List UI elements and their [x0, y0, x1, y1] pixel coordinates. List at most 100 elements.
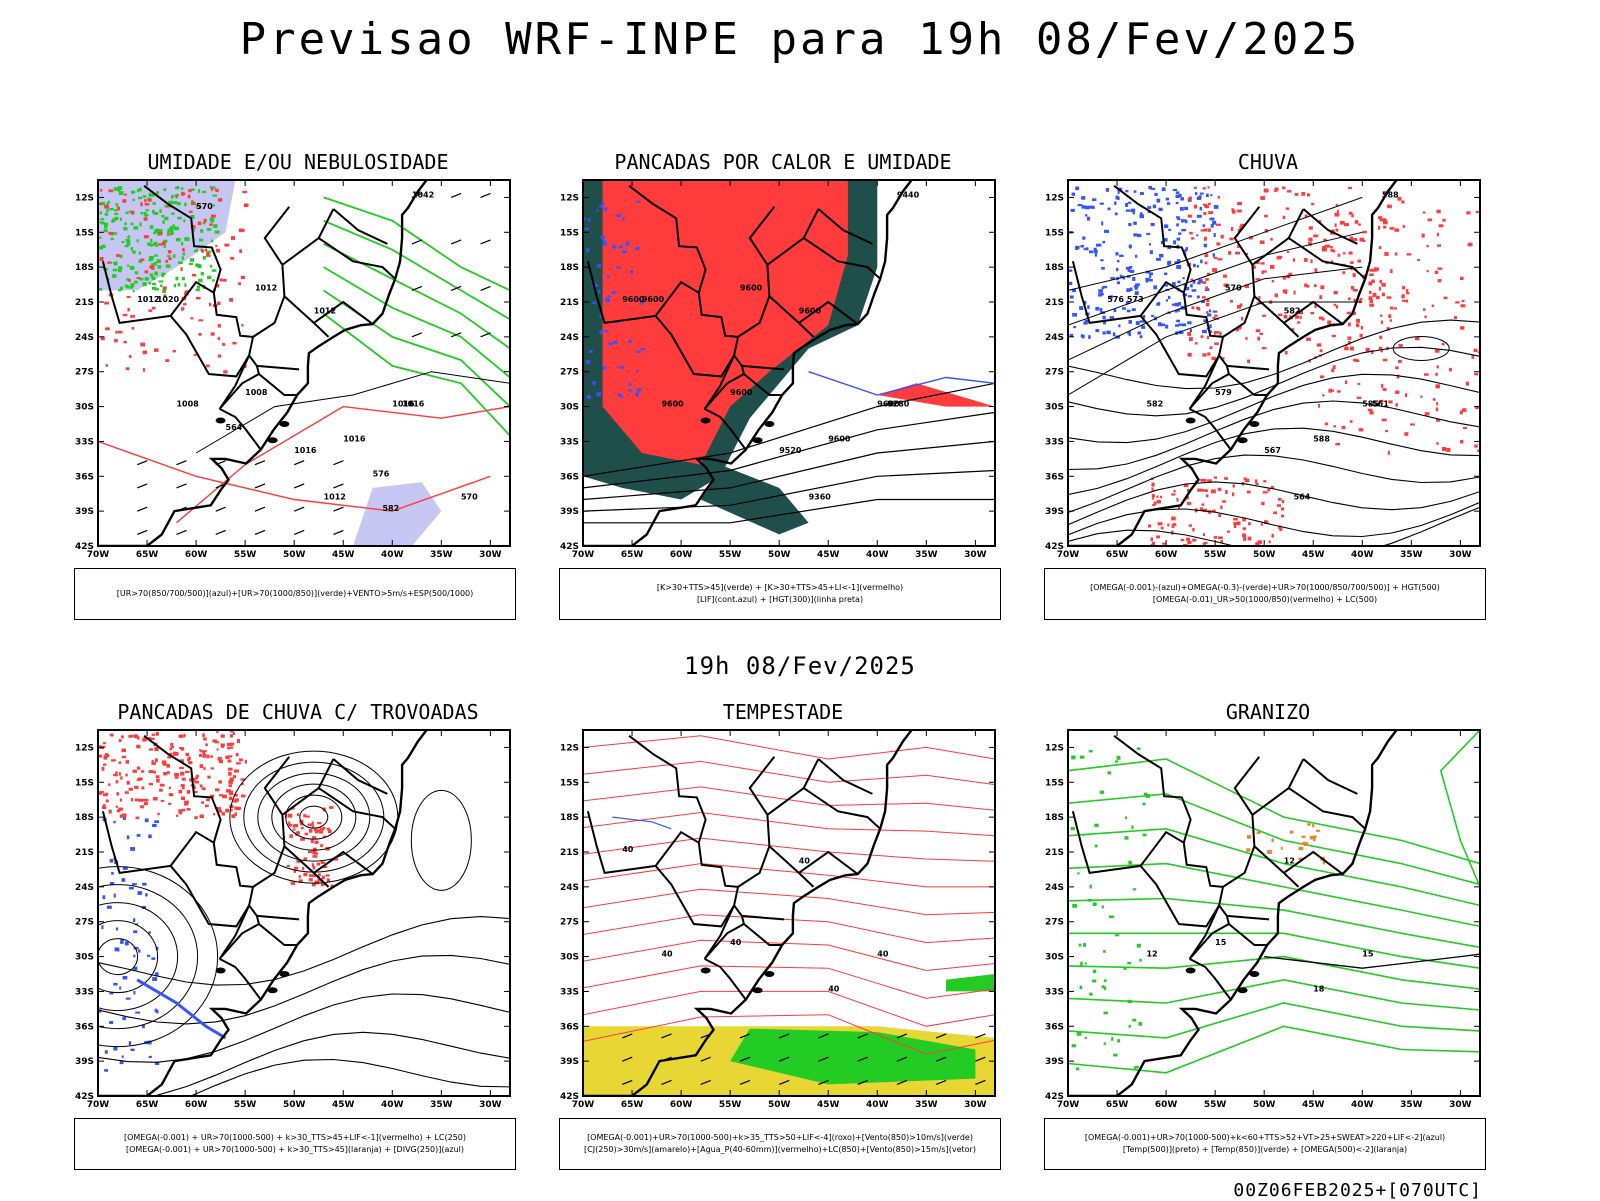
precip-cell	[1349, 420, 1353, 423]
precip-cell	[154, 820, 160, 824]
precip-cell	[1242, 533, 1246, 538]
precip-cell	[1350, 286, 1355, 290]
contour-label: 582	[1146, 400, 1163, 409]
precip-cell	[105, 364, 109, 367]
precip-cell	[176, 186, 180, 190]
precip-cell	[1465, 381, 1470, 386]
precip-cell	[1282, 215, 1286, 220]
precip-cell	[1194, 192, 1198, 196]
legend-line: [K>30+TTS>45](verde) + [K>30+TTS>45+LI<-…	[656, 583, 904, 592]
precip-cell	[199, 754, 203, 757]
precip-cell	[1402, 286, 1406, 290]
precip-cell	[152, 797, 158, 801]
precip-cell	[311, 863, 315, 867]
wind-vector	[450, 192, 462, 198]
precip-cell	[596, 264, 602, 268]
precip-cell	[1327, 320, 1332, 325]
precip-cell	[1441, 342, 1445, 346]
precip-cell	[1101, 267, 1105, 270]
precip-cell	[1205, 302, 1210, 307]
precip-cell	[1185, 286, 1190, 291]
precip-cell	[149, 225, 154, 230]
precip-cell	[117, 189, 121, 192]
map-geography	[583, 180, 913, 546]
precip-cell	[1348, 340, 1351, 345]
precip-cell	[142, 737, 147, 742]
precip-cell	[1185, 496, 1189, 500]
lon-label: 70W	[87, 550, 110, 558]
panel-title: CHUVA	[1237, 150, 1299, 174]
precip-cell	[1150, 537, 1154, 542]
precip-cell	[1197, 488, 1202, 492]
precip-cell	[1164, 272, 1168, 276]
streamline	[1068, 400, 1480, 471]
precip-cell	[1164, 224, 1169, 229]
precip-cell	[1206, 299, 1210, 302]
precip-cell	[307, 823, 312, 827]
contour-label: 9600	[799, 307, 822, 316]
precip-cell	[616, 266, 621, 269]
precip-cell	[195, 775, 199, 780]
precip-cell	[1331, 368, 1335, 373]
contour-label: 570	[1225, 283, 1242, 292]
lon-label: 60W	[670, 1100, 693, 1108]
precip-cell	[1455, 301, 1460, 304]
precip-cell	[1111, 1037, 1114, 1041]
precip-cell	[1165, 324, 1169, 329]
precip-cell	[1306, 337, 1311, 341]
border-line	[1251, 758, 1305, 816]
run-id-label: 00Z06FEB2025+[070UTC]	[1233, 1180, 1482, 1201]
precip-cell	[1132, 276, 1136, 281]
precip-cell	[1378, 286, 1381, 291]
precip-cell	[134, 271, 139, 275]
lat-label: 21S	[75, 848, 94, 858]
lake	[1237, 437, 1248, 444]
wind-vector	[857, 1056, 868, 1062]
precip-cell	[165, 359, 170, 362]
precip-cell	[1092, 198, 1097, 201]
precip-cell	[200, 750, 205, 753]
precip-cell	[1286, 275, 1291, 279]
lat-label: 27S	[1045, 368, 1064, 378]
precip-cell	[1080, 196, 1085, 200]
moisture-contour	[323, 266, 510, 379]
precip-cell	[99, 745, 103, 748]
precip-cell	[1118, 324, 1121, 328]
lon-label: 65W	[621, 550, 644, 558]
precip-cell	[1069, 333, 1074, 337]
lon-label: 55W	[234, 1100, 257, 1108]
precip-cell	[1436, 402, 1439, 406]
precip-cell	[1246, 490, 1251, 494]
precip-cell	[1377, 225, 1381, 230]
precip-cell	[1395, 403, 1398, 407]
precip-cell	[1208, 228, 1211, 232]
contour-label: 9360	[809, 493, 832, 502]
precip-cell	[1267, 850, 1272, 854]
border-line	[169, 830, 255, 928]
precip-cell	[1384, 252, 1389, 256]
precip-cell	[166, 231, 170, 236]
precip-cell	[1092, 979, 1097, 983]
precip-cell	[1175, 201, 1179, 205]
precip-cell	[163, 772, 168, 776]
precip-cell	[142, 798, 148, 802]
precip-cell	[628, 339, 633, 343]
precip-cell	[1198, 195, 1202, 199]
precip-cell	[141, 1024, 145, 1029]
precip-cell	[1237, 326, 1242, 330]
precip-cell	[167, 755, 172, 759]
precip-cell	[155, 244, 159, 247]
precip-cell	[312, 865, 316, 870]
precip-cell	[1125, 816, 1128, 820]
precip-cell	[170, 742, 174, 747]
precip-cell	[152, 212, 158, 215]
precip-cell	[1239, 226, 1244, 230]
precip-cell	[139, 222, 142, 227]
precip-cell	[151, 762, 157, 765]
precip-cell	[173, 751, 176, 755]
precip-cell	[202, 751, 206, 755]
precip-cell	[174, 772, 179, 777]
precip-cell	[1274, 187, 1279, 191]
precip-cell	[1233, 522, 1239, 525]
lake	[279, 971, 290, 977]
